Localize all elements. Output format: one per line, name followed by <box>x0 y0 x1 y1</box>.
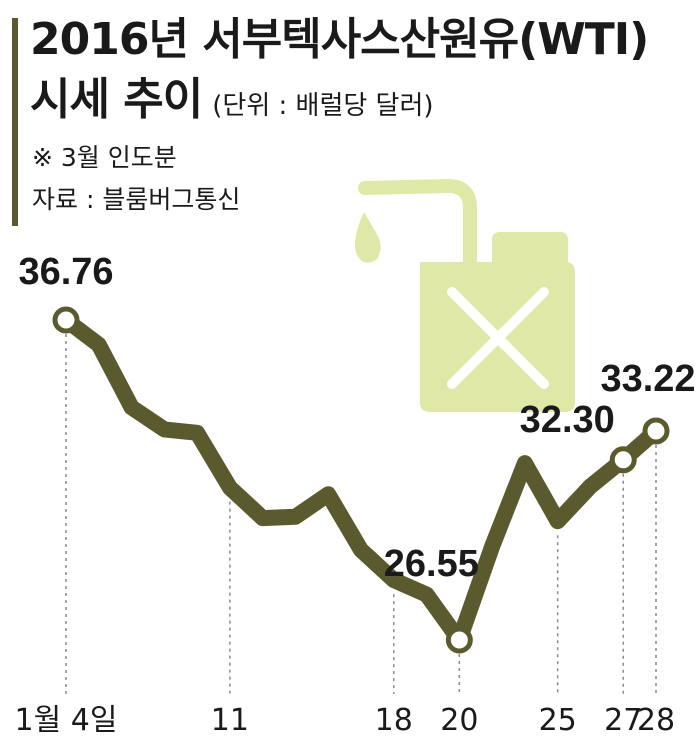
series-line <box>58 312 664 648</box>
jerry-can-icon <box>355 179 575 412</box>
unit-label: (단위 : 배럴당 달러) <box>212 91 434 121</box>
x-tick-label: 20 <box>440 703 478 738</box>
chart-title-line2: 시세 추이 (단위 : 배럴당 달러) <box>30 72 434 134</box>
chart-title-text: 시세 추이 <box>30 74 203 125</box>
data-label: 32.30 <box>520 399 615 441</box>
x-tick-label: 25 <box>539 703 577 738</box>
x-tick-label: 18 <box>375 703 413 738</box>
data-point-marker <box>609 446 637 474</box>
delivery-note: ※ 3월 인도분 <box>32 143 177 172</box>
data-point-marker <box>445 626 473 654</box>
x-tick-label: 1월 4일 <box>15 703 118 738</box>
accent-bar <box>12 18 18 226</box>
source-label: 자료 : 블룸버그통신 <box>32 185 241 214</box>
x-tick-label: 11 <box>211 703 249 738</box>
data-point-marker <box>52 306 80 334</box>
chart-title-line1: 2016년 서부텍사스산원유(WTI) <box>30 14 649 65</box>
data-label: 26.55 <box>384 543 479 585</box>
data-point-marker <box>642 417 670 445</box>
data-label: 36.76 <box>18 251 113 293</box>
data-label: 33.22 <box>600 358 695 400</box>
x-tick-label: 28 <box>637 703 675 738</box>
x-tick-label: 27 <box>604 703 642 738</box>
